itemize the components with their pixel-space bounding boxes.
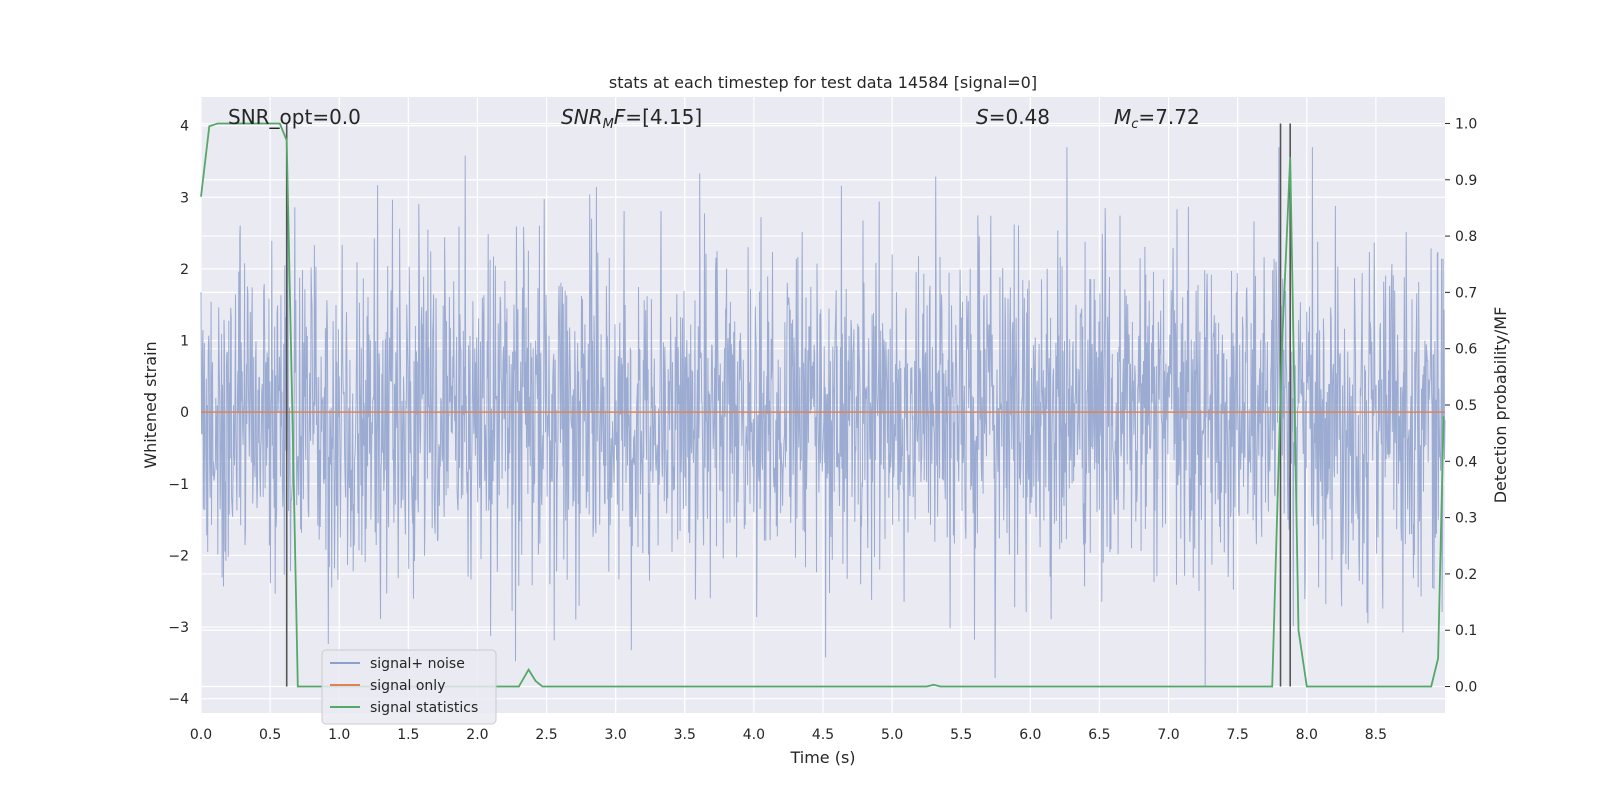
y-tick-label-left: −1: [168, 477, 189, 493]
x-tick-label: 6.5: [1088, 727, 1110, 743]
x-tick-label: 8.0: [1296, 727, 1318, 743]
x-tick-label: 3.5: [674, 727, 696, 743]
x-axis-label: Time (s): [789, 748, 855, 767]
y-tick-label-left: 1: [180, 334, 189, 350]
chart-title: stats at each timestep for test data 145…: [609, 73, 1037, 92]
x-tick-label: 7.5: [1227, 727, 1249, 743]
y-tick-label-left: 2: [180, 262, 189, 278]
x-tick-label: 5.5: [950, 727, 972, 743]
y-tick-label-right: 0.8: [1455, 229, 1477, 245]
x-tick-label: 3.0: [605, 727, 627, 743]
y-tick-label-right: 0.3: [1455, 511, 1477, 527]
x-tick-label: 1.5: [397, 727, 419, 743]
y-tick-label-left: 0: [180, 405, 189, 421]
y-tick-label-right: 0.0: [1455, 680, 1477, 696]
y-tick-label-left: −3: [168, 620, 189, 636]
x-tick-label: 2.5: [535, 727, 557, 743]
x-tick-label: 2.0: [466, 727, 488, 743]
annotation-snr-opt: SNR_opt=0.0: [228, 105, 361, 129]
x-tick-label: 7.0: [1157, 727, 1179, 743]
annotation-s-value: 0.48: [1005, 105, 1050, 129]
annotation-snr-mf: SNRMF=[4.15]: [561, 105, 702, 132]
x-tick-label: 0.5: [259, 727, 281, 743]
signal-noise-line: [200, 147, 1446, 687]
y-tick-label-left: −4: [168, 692, 189, 708]
legend-label-signal-noise: signal+ noise: [370, 656, 465, 672]
grid: [200, 97, 1445, 713]
x-tick-label: 4.5: [812, 727, 834, 743]
y-tick-label-right: 0.7: [1455, 285, 1477, 301]
annotation-mc-value: 7.72: [1155, 105, 1200, 129]
series-signal-statistics: [200, 122, 1445, 688]
y-ticks-right: 1.0 0.9 0.8 0.7 0.6 0.5 0.4 0.3 0.2 0.1 0.0: [1445, 116, 1477, 696]
x-tick-label: 6.0: [1019, 727, 1041, 743]
y-ticks-left: 4 3 2 1 0 −1 −2 −3 −4: [168, 119, 189, 708]
y-tick-label-left: 4: [180, 119, 189, 135]
signal-statistics-line: [200, 122, 1445, 688]
y-tick-label-left: −2: [168, 548, 189, 564]
x-tick-label: 5.0: [881, 727, 903, 743]
x-tick-label: 4.0: [743, 727, 765, 743]
annotation-mc: Mc=7.72: [1114, 105, 1200, 132]
y-tick-label-right: 0.9: [1455, 173, 1477, 189]
x-tick-label: 8.5: [1365, 727, 1387, 743]
annotation-snr-mf-value: [4.15]: [642, 105, 702, 129]
x-tick-label: 0.0: [190, 727, 212, 743]
y-tick-label-right: 0.6: [1455, 342, 1477, 358]
y-tick-label-right: 1.0: [1455, 116, 1477, 132]
x-ticks: 0.0 0.5 1.0 1.5 2.0 2.5 3.0 3.5 4.0 4.5 5.0 5.5 6.0 6…: [190, 727, 1387, 743]
y-tick-label-right: 0.5: [1455, 398, 1477, 414]
series-signal-noise: [200, 147, 1446, 687]
legend: signal+ noise signal only signal statist…: [321, 649, 497, 725]
y-tick-label-left: 3: [180, 190, 189, 206]
y-tick-label-right: 0.1: [1455, 623, 1477, 639]
y-axis-label-right: Detection probability/MF: [1491, 307, 1510, 504]
legend-box: [321, 649, 497, 725]
y-tick-label-right: 0.2: [1455, 567, 1477, 583]
x-tick-label: 1.0: [328, 727, 350, 743]
legend-label-signal-only: signal only: [370, 678, 445, 694]
y-axis-label-left: Whitened strain: [141, 341, 160, 468]
legend-label-signal-statistics: signal statistics: [370, 700, 478, 716]
annotation-s: S=0.48: [976, 105, 1050, 129]
y-tick-label-right: 0.4: [1455, 454, 1477, 470]
